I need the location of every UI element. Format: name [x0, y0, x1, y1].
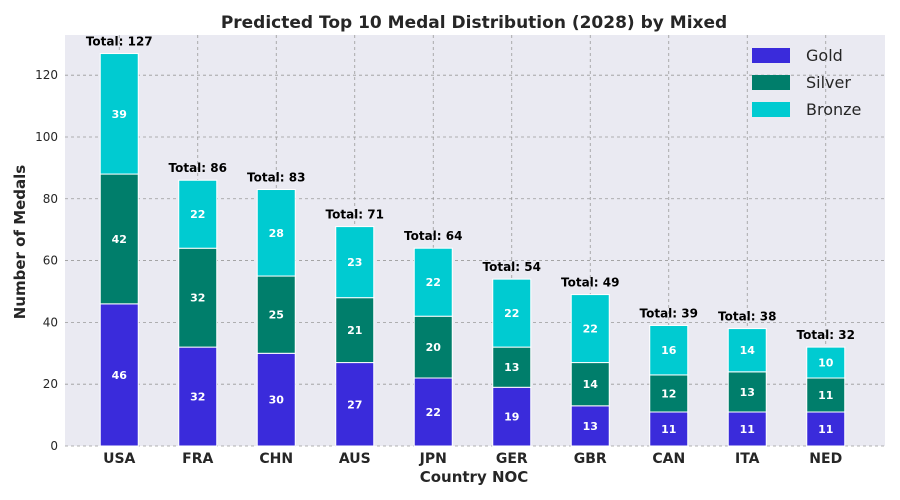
x-tick-label: JPN — [419, 451, 447, 467]
y-tick-label: 120 — [35, 68, 58, 82]
segment-value-label: 13 — [583, 420, 598, 433]
bar-segment-bronze — [256, 189, 296, 277]
bar-segment-gold — [649, 411, 689, 447]
segment-value-label: 11 — [740, 423, 755, 436]
total-label: Total: 54 — [483, 260, 541, 274]
bar-segment-silver — [256, 275, 296, 354]
bars — [99, 53, 846, 447]
total-label: Total: 38 — [718, 310, 776, 324]
segment-value-label: 32 — [190, 292, 205, 305]
segment-value-label: 22 — [190, 208, 205, 221]
total-label: Total: 86 — [169, 161, 227, 175]
total-label: Total: 83 — [247, 171, 305, 185]
x-tick-label: USA — [103, 451, 135, 467]
total-label: Total: 49 — [561, 276, 619, 290]
segment-value-label: 13 — [504, 361, 519, 374]
x-tick-label: ITA — [735, 451, 760, 467]
total-label: Total: 32 — [797, 328, 855, 342]
legend-label: Bronze — [806, 100, 861, 119]
segment-value-label: 22 — [426, 276, 441, 289]
x-tick-label: NED — [809, 451, 842, 467]
segment-value-label: 42 — [112, 233, 127, 246]
segment-value-label: 13 — [740, 386, 755, 399]
segment-value-label: 11 — [818, 389, 833, 402]
bar-segment-gold — [335, 362, 375, 447]
bar-segment-bronze — [335, 226, 375, 299]
legend-swatch-bronze — [752, 102, 790, 117]
segment-value-label: 14 — [583, 378, 599, 391]
y-tick-label: 20 — [43, 377, 58, 391]
segment-value-label: 16 — [661, 344, 677, 357]
segment-value-label: 19 — [504, 411, 519, 424]
total-label: Total: 64 — [404, 229, 462, 243]
segment-value-label: 39 — [112, 108, 127, 121]
bar-segment-bronze — [413, 247, 453, 317]
y-axis-label: Number of Medals — [11, 165, 29, 320]
y-tick-label: 40 — [43, 315, 58, 329]
total-label: Total: 71 — [326, 208, 384, 222]
bar-segment-bronze — [806, 346, 846, 379]
bar-segment-gold — [99, 303, 139, 447]
x-tick-label: FRA — [182, 451, 213, 467]
segment-value-label: 20 — [426, 341, 442, 354]
segment-value-label: 30 — [269, 394, 285, 407]
y-tick-label: 60 — [43, 254, 58, 268]
bar-segment-bronze — [649, 324, 689, 376]
bar-segment-silver — [727, 371, 767, 413]
segment-value-label: 25 — [269, 309, 284, 322]
x-tick-label: AUS — [339, 451, 371, 467]
segment-value-label: 21 — [347, 324, 362, 337]
bar-segment-bronze — [178, 179, 218, 249]
bar-segment-bronze — [727, 328, 767, 373]
segment-value-label: 22 — [583, 323, 598, 336]
legend-label: Gold — [806, 46, 843, 65]
bar-segment-gold — [570, 405, 610, 447]
bar-segment-bronze — [99, 53, 139, 175]
segment-value-label: 12 — [661, 387, 676, 400]
segment-value-label: 10 — [818, 357, 834, 370]
segment-value-label: 22 — [426, 406, 441, 419]
x-tick-label: CHN — [259, 451, 293, 467]
chart-title: Predicted Top 10 Medal Distribution (202… — [221, 13, 727, 33]
segment-value-label: 22 — [504, 307, 519, 320]
legend: Gold Silver Bronze — [752, 46, 861, 119]
x-tick-label: GBR — [574, 451, 607, 467]
segment-value-label: 28 — [269, 227, 284, 240]
bar-segment-silver — [335, 297, 375, 364]
y-tick-label: 80 — [43, 192, 58, 206]
bar-segment-silver — [492, 346, 532, 388]
bar-segment-silver — [413, 315, 453, 379]
segment-value-label: 23 — [347, 256, 362, 269]
bar-labels: 46 42 39 Total: 127 32 32 22 Total: 86 30 25 28 Tot… — [86, 35, 855, 436]
legend-label: Silver — [806, 73, 851, 92]
legend-swatch-silver — [752, 75, 790, 90]
y-tick-label: 0 — [50, 439, 58, 453]
segment-value-label: 11 — [818, 423, 833, 436]
bar-segment-bronze — [570, 294, 610, 364]
legend-swatch-gold — [752, 48, 790, 63]
bar-segment-silver — [99, 173, 139, 305]
y-ticks: 0 20 40 60 80 100 120 — [35, 68, 58, 453]
segment-value-label: 11 — [661, 423, 676, 436]
segment-value-label: 32 — [190, 391, 205, 404]
segment-value-label: 14 — [740, 344, 756, 357]
bar-segment-gold — [178, 346, 218, 447]
x-tick-label: CAN — [652, 451, 685, 467]
segment-value-label: 46 — [112, 369, 128, 382]
x-ticks: USA FRA CHN AUS JPN GER GBR CAN ITA NED — [103, 451, 842, 467]
total-label: Total: 127 — [86, 35, 153, 49]
total-label: Total: 39 — [640, 306, 698, 320]
x-tick-label: GER — [496, 451, 528, 467]
bar-segment-bronze — [492, 278, 532, 348]
bar-segment-gold — [806, 411, 846, 447]
x-axis-label: Country NOC — [420, 468, 529, 486]
segment-value-label: 27 — [347, 398, 362, 411]
y-tick-label: 100 — [35, 130, 58, 144]
